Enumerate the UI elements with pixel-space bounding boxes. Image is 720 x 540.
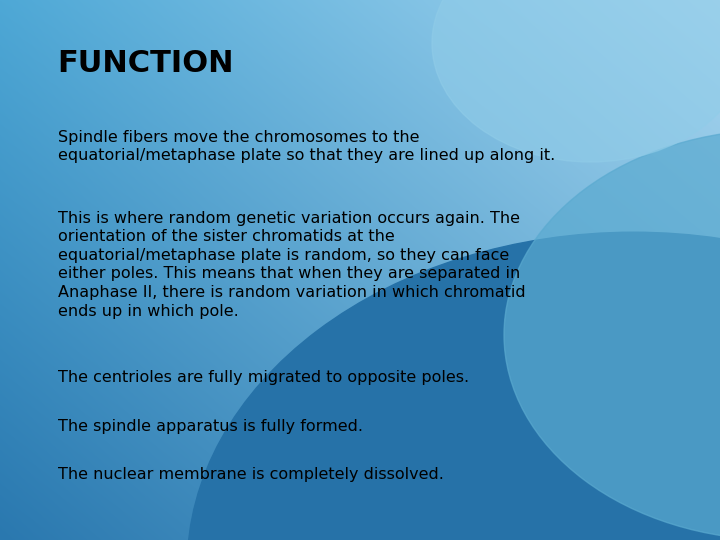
Circle shape <box>187 232 720 540</box>
Text: The nuclear membrane is completely dissolved.: The nuclear membrane is completely disso… <box>58 467 444 482</box>
Text: The spindle apparatus is fully formed.: The spindle apparatus is fully formed. <box>58 418 363 434</box>
Circle shape <box>432 0 720 162</box>
Text: The centrioles are fully migrated to opposite poles.: The centrioles are fully migrated to opp… <box>58 370 469 385</box>
Text: FUNCTION: FUNCTION <box>58 49 234 78</box>
Text: Spindle fibers move the chromosomes to the
equatorial/metaphase plate so that th: Spindle fibers move the chromosomes to t… <box>58 130 555 163</box>
Text: This is where random genetic variation occurs again. The
orientation of the sist: This is where random genetic variation o… <box>58 211 525 319</box>
Circle shape <box>504 130 720 540</box>
